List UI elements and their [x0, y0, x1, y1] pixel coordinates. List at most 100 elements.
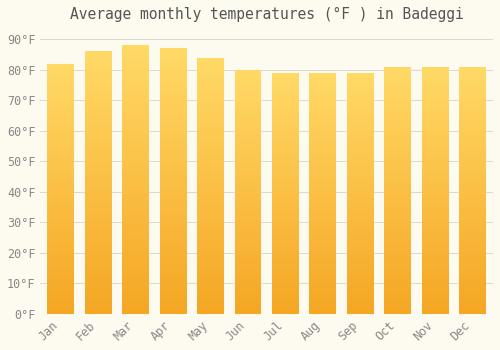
Bar: [347, 161, 374, 162]
Bar: [160, 107, 186, 108]
Bar: [197, 219, 224, 220]
Bar: [197, 223, 224, 224]
Bar: [347, 199, 374, 200]
Bar: [459, 245, 486, 246]
Bar: [48, 206, 74, 207]
Bar: [234, 267, 262, 268]
Bar: [48, 264, 74, 265]
Bar: [48, 230, 74, 231]
Bar: [85, 77, 112, 78]
Bar: [384, 149, 411, 150]
Bar: [48, 137, 74, 138]
Bar: [85, 144, 112, 145]
Bar: [272, 235, 299, 236]
Bar: [272, 117, 299, 118]
Bar: [234, 89, 262, 90]
Bar: [459, 228, 486, 229]
Bar: [85, 280, 112, 281]
Bar: [85, 204, 112, 205]
Bar: [160, 288, 186, 289]
Bar: [160, 258, 186, 259]
Bar: [85, 215, 112, 216]
Bar: [347, 98, 374, 99]
Bar: [384, 237, 411, 238]
Bar: [160, 154, 186, 155]
Bar: [347, 257, 374, 258]
Bar: [272, 279, 299, 280]
Bar: [160, 146, 186, 147]
Bar: [384, 267, 411, 268]
Bar: [272, 118, 299, 119]
Bar: [48, 74, 74, 75]
Bar: [85, 247, 112, 248]
Bar: [272, 165, 299, 166]
Bar: [347, 188, 374, 189]
Bar: [310, 127, 336, 128]
Bar: [234, 92, 262, 93]
Bar: [160, 126, 186, 127]
Bar: [272, 73, 299, 74]
Bar: [422, 186, 448, 187]
Bar: [197, 145, 224, 146]
Bar: [347, 153, 374, 154]
Bar: [384, 204, 411, 205]
Bar: [234, 104, 262, 105]
Bar: [160, 124, 186, 125]
Bar: [234, 208, 262, 209]
Bar: [459, 226, 486, 228]
Bar: [272, 247, 299, 248]
Bar: [459, 272, 486, 273]
Bar: [347, 310, 374, 311]
Bar: [234, 115, 262, 116]
Bar: [422, 267, 448, 268]
Bar: [384, 210, 411, 211]
Bar: [48, 178, 74, 179]
Bar: [234, 294, 262, 295]
Bar: [234, 95, 262, 96]
Bar: [85, 281, 112, 282]
Bar: [48, 85, 74, 86]
Bar: [422, 236, 448, 237]
Bar: [160, 122, 186, 123]
Bar: [48, 187, 74, 188]
Bar: [234, 255, 262, 256]
Bar: [422, 93, 448, 94]
Bar: [459, 158, 486, 159]
Bar: [384, 94, 411, 95]
Bar: [347, 240, 374, 241]
Bar: [85, 73, 112, 74]
Bar: [347, 243, 374, 244]
Bar: [85, 283, 112, 284]
Bar: [310, 272, 336, 273]
Bar: [347, 275, 374, 276]
Bar: [48, 229, 74, 230]
Bar: [384, 95, 411, 96]
Bar: [160, 278, 186, 279]
Bar: [459, 232, 486, 233]
Bar: [197, 143, 224, 144]
Bar: [272, 215, 299, 216]
Bar: [234, 291, 262, 292]
Bar: [197, 261, 224, 262]
Bar: [347, 277, 374, 278]
Bar: [85, 115, 112, 116]
Bar: [122, 238, 149, 239]
Bar: [310, 194, 336, 195]
Bar: [310, 150, 336, 151]
Bar: [422, 185, 448, 186]
Bar: [422, 248, 448, 249]
Bar: [197, 278, 224, 279]
Bar: [272, 138, 299, 139]
Bar: [310, 189, 336, 190]
Bar: [272, 137, 299, 138]
Bar: [85, 164, 112, 165]
Bar: [384, 137, 411, 138]
Bar: [85, 195, 112, 196]
Bar: [48, 271, 74, 272]
Bar: [85, 56, 112, 57]
Bar: [234, 305, 262, 306]
Bar: [234, 131, 262, 132]
Bar: [347, 118, 374, 119]
Bar: [347, 133, 374, 134]
Bar: [422, 82, 448, 83]
